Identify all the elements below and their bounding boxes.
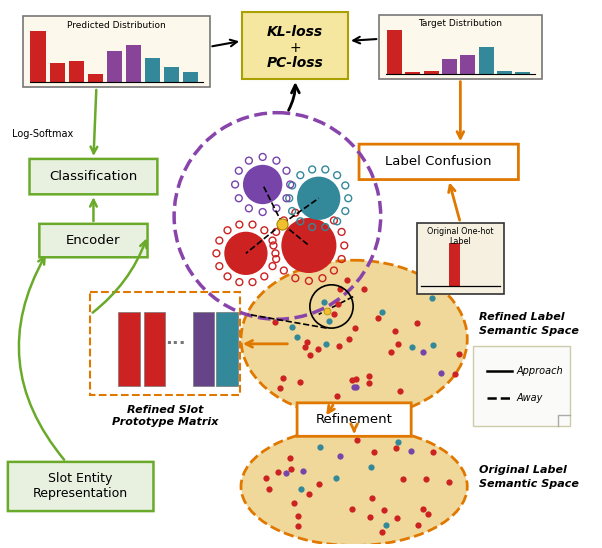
Text: Semantic Space: Semantic Space [479,326,579,336]
Bar [31,31,46,82]
Text: Refinement: Refinement [315,413,393,426]
Text: Refined Slot
Prototype Matrix: Refined Slot Prototype Matrix [112,406,219,427]
Ellipse shape [241,260,467,418]
Circle shape [297,176,340,220]
Bar [379,15,542,79]
Bar [387,30,402,74]
Text: Away: Away [517,393,543,403]
Text: PC-loss: PC-loss [267,56,323,71]
Text: ...: ... [165,330,185,348]
Text: +: + [290,41,301,55]
Bar [424,71,439,74]
Text: Slot Entity
Representation: Slot Entity Representation [33,472,128,500]
Text: Log-Softmax: Log-Softmax [11,129,73,139]
Text: Refined Label: Refined Label [479,312,565,322]
Bar [49,63,65,82]
Text: Encoder: Encoder [66,234,120,247]
Text: Original One-hot
Label: Original One-hot Label [427,227,494,246]
Bar [216,312,238,386]
Bar [182,72,198,82]
Bar [479,47,494,74]
Bar [442,59,457,74]
Text: Target Distribution: Target Distribution [418,19,502,28]
Bar [473,346,569,426]
Bar [107,51,122,82]
Text: Semantic Space: Semantic Space [479,478,579,488]
Text: Predicted Distribution: Predicted Distribution [67,21,166,30]
Bar [164,66,179,82]
Bar [69,60,84,82]
Bar [405,72,420,74]
Bar [118,312,140,386]
Text: KL-loss: KL-loss [267,25,323,39]
Bar [126,45,141,82]
Text: Approach: Approach [517,367,563,376]
FancyBboxPatch shape [8,462,154,511]
Bar [417,223,504,294]
FancyBboxPatch shape [297,403,411,436]
Circle shape [225,232,267,275]
Bar [144,312,166,386]
Bar [193,312,214,386]
Bar [90,292,240,396]
Circle shape [243,165,282,204]
Bar [23,16,209,87]
Circle shape [281,218,337,273]
Bar [448,243,461,286]
Bar [144,58,160,82]
Bar [497,71,512,74]
Bar [515,72,530,74]
FancyBboxPatch shape [29,159,157,195]
FancyBboxPatch shape [39,224,147,257]
FancyBboxPatch shape [359,144,518,180]
Text: Classification: Classification [49,170,138,183]
Text: Original Label: Original Label [479,465,567,475]
Bar [242,13,348,79]
Ellipse shape [241,427,467,545]
Text: Label Confusion: Label Confusion [385,156,492,168]
Bar [87,74,103,82]
Bar [461,55,476,74]
